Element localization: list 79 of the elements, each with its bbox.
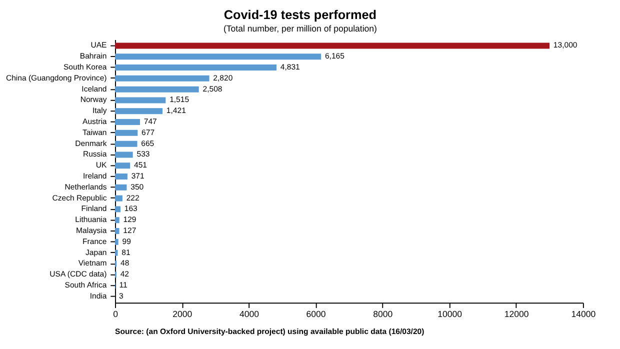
y-tick-label: Vietnam [78,258,107,268]
data-label: 42 [120,270,129,279]
data-label: 1,421 [166,106,186,116]
y-tick-label: France [82,236,107,246]
y-tick-label: China (Guangdong Province) [6,73,108,82]
data-label: 2,820 [213,73,234,82]
x-tick-label: 8000 [373,308,393,319]
bar [115,217,120,224]
x-tick-label: 2000 [172,308,192,319]
y-tick-label: Netherlands [64,182,107,192]
data-label: 747 [144,116,157,126]
bar [115,238,118,245]
data-label: 127 [123,226,136,235]
data-label: 11 [119,280,128,290]
bar [115,195,122,202]
chart-subtitle: (Total number, per million of population) [223,24,378,34]
data-label: 371 [131,171,144,180]
x-tick-label: 0 [113,308,118,319]
y-tick-label: India [90,291,108,300]
bar [115,130,138,136]
bar [115,86,199,92]
y-tick-label: Norway [80,95,107,104]
x-tick-label: 4000 [239,308,260,319]
bar [115,75,210,82]
data-label: 4,831 [280,62,300,72]
x-tick-label: 10000 [438,308,462,319]
bar [115,228,120,234]
data-label: 2,508 [202,84,222,94]
bar [115,174,128,180]
data-label: 48 [120,258,130,268]
y-tick-label: Iceland [82,84,107,94]
y-tick-label: Italy [92,106,107,116]
bar [115,119,140,126]
y-tick-label: Malaysia [76,226,108,235]
bar [115,54,322,60]
bar [115,184,127,190]
data-label: 350 [130,182,144,192]
y-tick-label: Denmark [75,138,107,148]
y-tick-label: South Africa [64,280,108,290]
y-tick-label: Lithuania [75,215,108,224]
bar [115,162,130,169]
y-tick-label: USA (CDC data) [50,270,108,279]
source-note: Source: (an Oxford University-backed project) using available public data (16/03/20) [115,326,425,336]
data-label: 163 [124,204,138,214]
data-label: 451 [134,160,147,170]
data-label: 6,165 [324,52,344,61]
bar [115,108,163,114]
data-label: 99 [122,236,131,246]
y-tick-label: Finland [81,204,107,214]
bar [115,64,276,71]
bar [115,152,133,158]
data-label: 81 [122,248,130,257]
bar [115,97,166,104]
data-label: 1,515 [170,95,190,104]
data-label: 677 [142,128,155,137]
data-label: 222 [126,193,140,202]
data-label: 665 [141,138,154,148]
chart-title: Covid-19 tests performed [224,8,377,22]
bar [115,250,118,256]
x-tick-label: 12000 [504,308,529,319]
y-tick-label: Ireland [82,171,107,180]
y-tick-label: Bahrain [80,52,107,61]
y-tick-label: Taiwan [82,128,107,137]
data-label: 13,000 [553,40,578,50]
y-tick-label: Czech Republic [52,193,107,202]
bar [115,140,138,147]
bar [115,42,550,49]
y-tick-label: Russia [82,150,108,159]
x-tick-label: 6000 [306,308,326,319]
data-label: 533 [136,150,150,159]
data-label: 129 [123,215,136,224]
y-tick-label: UK [96,160,108,170]
data-label: 3 [119,291,124,300]
y-tick-label: Japan [86,248,107,257]
bar [115,206,120,212]
y-tick-label: Austria [82,116,108,126]
x-tick-label: 14000 [571,308,596,319]
y-tick-label: UAE [90,40,107,50]
y-tick-label: South Korea [63,62,108,72]
